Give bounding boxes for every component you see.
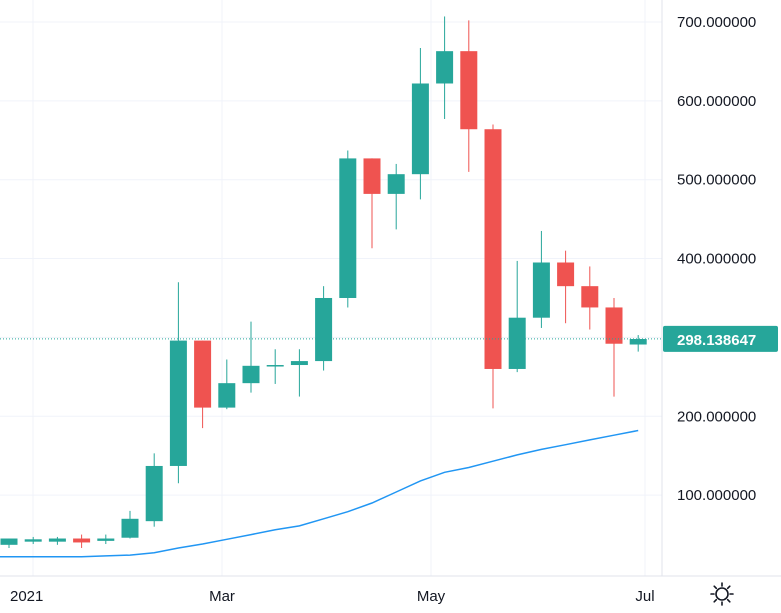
candle: [460, 20, 478, 172]
candle: [218, 359, 236, 410]
candle-body: [242, 365, 260, 384]
candle-body: [581, 286, 599, 308]
candle: [339, 150, 357, 308]
price-tick-label: 400.000000: [677, 251, 756, 268]
candle-body: [194, 340, 212, 408]
candle: [387, 163, 405, 230]
time-tick-label: May: [417, 588, 446, 605]
time-tick-label: 2021: [10, 588, 43, 605]
candle: [121, 510, 139, 539]
candle: [363, 158, 381, 249]
price-tick-label: 600.000000: [677, 93, 756, 110]
time-tick-label: Jul: [635, 588, 654, 605]
candle-body: [629, 338, 647, 345]
candle-body: [0, 538, 18, 545]
candle: [145, 453, 163, 527]
candle: [629, 335, 647, 352]
time-axis[interactable]: 2021 Mar May Jul: [10, 588, 655, 605]
grid-lines: [0, 0, 662, 576]
candle-body: [290, 361, 308, 366]
candle-body: [73, 538, 91, 543]
candlestick-series: [0, 16, 647, 548]
price-axis[interactable]: 100.000000200.000000300.000000400.000000…: [677, 14, 756, 504]
candle: [557, 250, 575, 324]
candle: [48, 536, 66, 545]
candle-body: [266, 365, 284, 367]
candle: [484, 124, 502, 409]
moving-average-line: [0, 429, 639, 558]
candle-body: [411, 83, 429, 175]
price-tick-label: 100.000000: [677, 487, 756, 504]
candle-body: [97, 538, 115, 541]
candle-body: [557, 262, 575, 287]
candle: [605, 297, 623, 397]
price-tick-label: 200.000000: [677, 408, 756, 425]
candle-body: [363, 158, 381, 194]
time-tick-label: Mar: [209, 588, 235, 605]
candle: [242, 321, 260, 393]
candle: [436, 16, 454, 119]
candle: [24, 536, 42, 545]
candle: [532, 230, 550, 328]
candle-body: [460, 51, 478, 130]
candle: [0, 538, 18, 548]
candle-body: [145, 465, 163, 522]
moving-average-layer: [0, 429, 639, 558]
candle: [581, 266, 599, 330]
candle: [97, 534, 115, 545]
candle-body: [24, 539, 42, 542]
candle-body: [218, 383, 236, 408]
candle-body: [48, 538, 66, 542]
candle: [73, 534, 91, 548]
candle: [508, 260, 526, 373]
candle-body: [121, 518, 139, 538]
candle-body: [436, 51, 454, 84]
candle: [194, 340, 212, 429]
last-price-badge: [663, 325, 778, 352]
candle-body: [339, 158, 357, 298]
candle-body: [508, 317, 526, 369]
last-price-label: 298.138647: [663, 325, 778, 352]
price-tick-label: 500.000000: [677, 172, 756, 189]
candle-body: [169, 340, 187, 466]
candle: [315, 286, 333, 371]
candle: [266, 349, 284, 384]
candle: [290, 349, 308, 397]
candle-body: [484, 129, 502, 369]
candle: [169, 282, 187, 484]
candle-body: [315, 297, 333, 362]
gear-icon[interactable]: [710, 582, 734, 606]
candle-body: [605, 307, 623, 344]
candle: [411, 48, 429, 200]
price-tick-label: 700.000000: [677, 14, 756, 31]
candle-body: [532, 262, 550, 318]
last-price-text: 298.138647: [677, 332, 756, 349]
candle-body: [387, 174, 405, 194]
